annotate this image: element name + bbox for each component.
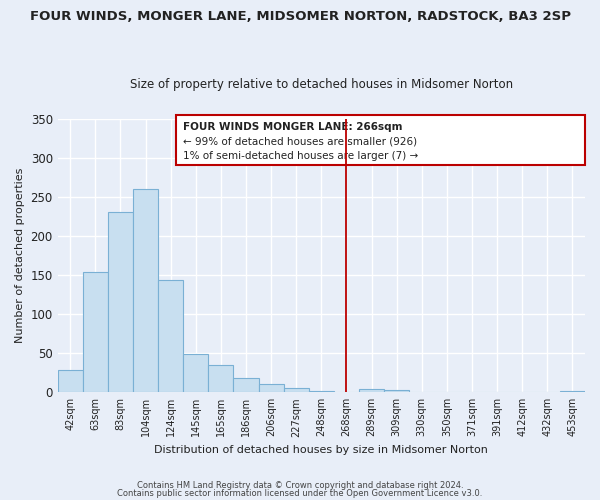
Bar [158, 280, 183, 392]
Bar [233, 378, 259, 392]
Bar [359, 389, 384, 392]
Text: FOUR WINDS MONGER LANE: 266sqm: FOUR WINDS MONGER LANE: 266sqm [183, 122, 403, 132]
Bar [83, 272, 108, 392]
Bar [259, 384, 284, 392]
Bar [176, 114, 585, 166]
Bar [284, 388, 309, 392]
Text: Contains HM Land Registry data © Crown copyright and database right 2024.: Contains HM Land Registry data © Crown c… [137, 481, 463, 490]
Y-axis label: Number of detached properties: Number of detached properties [15, 168, 25, 343]
Bar [58, 370, 83, 392]
Text: FOUR WINDS, MONGER LANE, MIDSOMER NORTON, RADSTOCK, BA3 2SP: FOUR WINDS, MONGER LANE, MIDSOMER NORTON… [29, 10, 571, 23]
Bar [133, 189, 158, 392]
Bar [309, 390, 334, 392]
X-axis label: Distribution of detached houses by size in Midsomer Norton: Distribution of detached houses by size … [154, 445, 488, 455]
Text: Contains public sector information licensed under the Open Government Licence v3: Contains public sector information licen… [118, 488, 482, 498]
Bar [208, 365, 233, 392]
Text: 1% of semi-detached houses are larger (7) →: 1% of semi-detached houses are larger (7… [183, 150, 418, 160]
Text: ← 99% of detached houses are smaller (926): ← 99% of detached houses are smaller (92… [183, 136, 418, 146]
Bar [183, 354, 208, 393]
Bar [560, 390, 585, 392]
Bar [384, 390, 409, 392]
Title: Size of property relative to detached houses in Midsomer Norton: Size of property relative to detached ho… [130, 78, 513, 91]
Bar [108, 212, 133, 392]
